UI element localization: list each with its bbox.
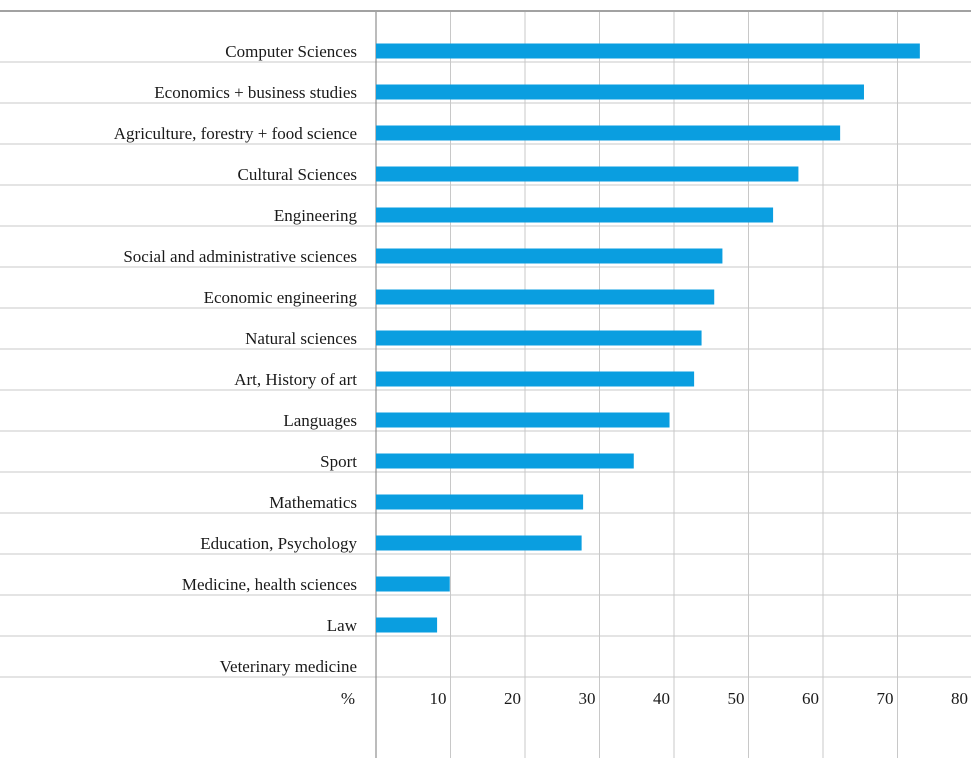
bar-economic-engineering — [376, 289, 715, 305]
bar-economics-business-studies — [376, 84, 864, 100]
category-label: Law — [327, 616, 358, 635]
bar-agriculture-forestry-food-science — [376, 125, 841, 141]
category-label: Agriculture, forestry + food science — [114, 124, 357, 143]
category-label: Economics + business studies — [154, 83, 357, 102]
bar-natural-sciences — [376, 330, 702, 346]
category-label: Mathematics — [269, 493, 357, 512]
bar-social-and-administrative-sciences — [376, 248, 723, 264]
x-tick-label: 50 — [728, 689, 745, 708]
bar-sport — [376, 453, 634, 469]
category-label: Engineering — [274, 206, 358, 225]
bar-law — [376, 617, 438, 633]
category-label: Education, Psychology — [200, 534, 357, 553]
x-tick-label: 30 — [579, 689, 596, 708]
category-labels: Computer Sciences Economics + business st… — [114, 42, 358, 676]
category-label: Computer Sciences — [225, 42, 357, 61]
category-label: Social and administrative sciences — [123, 247, 357, 266]
category-label: Medicine, health sciences — [182, 575, 357, 594]
bar-languages — [376, 412, 670, 428]
x-tick-label: 80 — [951, 689, 968, 708]
category-label: Cultural Sciences — [238, 165, 357, 184]
bar-art-history-of-art — [376, 371, 695, 387]
x-tick-label: 10 — [430, 689, 447, 708]
category-label: Languages — [283, 411, 357, 430]
category-label: Sport — [320, 452, 357, 471]
axis-unit-label: % — [341, 689, 355, 708]
bar-cultural-sciences — [376, 166, 799, 182]
row-separators — [0, 61, 971, 678]
category-label: Veterinary medicine — [220, 657, 357, 676]
x-tick-label: 40 — [653, 689, 670, 708]
bars — [376, 43, 920, 633]
category-label: Art, History of art — [234, 370, 357, 389]
bar-engineering — [376, 207, 774, 223]
category-label: Natural sciences — [245, 329, 357, 348]
bar-computer-sciences — [376, 43, 920, 59]
bar-mathematics — [376, 494, 584, 510]
bar-education-psychology — [376, 535, 582, 551]
bar-medicine-health-sciences — [376, 576, 450, 592]
x-tick-labels: 10 20 30 40 50 60 70 80 — [430, 689, 969, 708]
x-tick-label: 60 — [802, 689, 819, 708]
category-label: Economic engineering — [204, 288, 358, 307]
x-tick-label: 70 — [877, 689, 894, 708]
x-tick-label: 20 — [504, 689, 521, 708]
